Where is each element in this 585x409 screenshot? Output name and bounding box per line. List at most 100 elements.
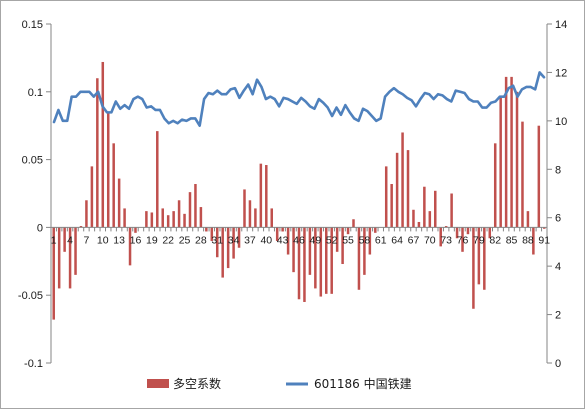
bar-11 xyxy=(106,112,110,228)
bar-14 xyxy=(123,208,126,228)
category-label: 55 xyxy=(342,234,354,246)
bar-65 xyxy=(401,132,404,228)
bar-27 xyxy=(194,184,197,228)
bar-73 xyxy=(444,226,448,228)
bar-47 xyxy=(303,227,306,302)
category-label: 40 xyxy=(260,234,272,246)
bar-70 xyxy=(428,211,432,228)
bar-62 xyxy=(384,166,388,228)
bar-21 xyxy=(161,208,164,228)
bar-13 xyxy=(117,178,121,228)
bar-16 xyxy=(134,227,137,233)
bar-9 xyxy=(96,78,99,228)
bar-54 xyxy=(341,227,344,265)
bar-33 xyxy=(226,227,230,269)
left-axis-tick-label: 0 xyxy=(37,222,43,234)
right-axis-tick-label: 14 xyxy=(555,19,567,31)
bar-81 xyxy=(488,227,492,239)
bar-2 xyxy=(57,227,61,289)
right-axis-tick-label: 2 xyxy=(555,310,561,322)
bar-68 xyxy=(417,221,421,228)
right-axis-tick-label: 12 xyxy=(555,67,567,79)
category-label: 13 xyxy=(113,234,125,246)
bar-90 xyxy=(537,125,541,228)
bar-83 xyxy=(499,95,502,228)
bar-53 xyxy=(335,227,339,252)
category-label: 46 xyxy=(293,234,305,246)
bar-52 xyxy=(330,227,333,294)
bar-34 xyxy=(232,227,235,259)
bar-42 xyxy=(275,227,279,241)
bar-41 xyxy=(270,208,273,228)
bar-89 xyxy=(532,227,535,255)
bar-71 xyxy=(434,190,437,228)
right-axis-tick-label: 6 xyxy=(555,213,561,225)
bar-3 xyxy=(63,227,66,252)
left-axis-tick-label: -0.1 xyxy=(24,358,43,370)
category-label: 25 xyxy=(179,234,191,246)
category-label: 10 xyxy=(97,234,109,246)
bar-77 xyxy=(466,227,470,235)
bar-12 xyxy=(112,143,115,228)
bar-25 xyxy=(183,213,186,228)
bar-58 xyxy=(363,227,366,275)
bar-86 xyxy=(515,91,519,228)
bar-67 xyxy=(412,209,415,228)
bar-6 xyxy=(79,226,83,228)
bar-31 xyxy=(215,227,219,258)
bar-23 xyxy=(172,211,175,228)
category-label: 1 xyxy=(51,234,57,246)
bar-28 xyxy=(199,207,203,228)
category-label: 88 xyxy=(522,234,534,246)
bar-63 xyxy=(390,184,393,228)
bar-7 xyxy=(85,200,88,228)
bar-57 xyxy=(357,227,361,290)
bar-22 xyxy=(166,215,170,228)
category-label: 22 xyxy=(162,234,174,246)
category-label: 19 xyxy=(146,234,158,246)
category-label: 61 xyxy=(375,234,387,246)
bar-56 xyxy=(352,219,355,228)
bar-44 xyxy=(286,227,290,255)
bar-38 xyxy=(254,208,257,228)
bar-79 xyxy=(477,227,481,285)
category-label: 49 xyxy=(310,234,322,246)
bar-87 xyxy=(521,121,524,228)
left-axis-tick-label: 0.05 xyxy=(22,155,43,167)
category-label: 43 xyxy=(277,234,289,246)
bar-50 xyxy=(319,227,323,297)
bar-69 xyxy=(423,186,426,228)
legend-label-bars: 多空系数 xyxy=(173,376,221,391)
right-axis-tick-label: 10 xyxy=(555,116,567,128)
bar-15 xyxy=(128,227,132,266)
bar-8 xyxy=(90,166,94,228)
category-label: 91 xyxy=(538,234,550,246)
category-label: 37 xyxy=(244,234,256,246)
category-label: 82 xyxy=(489,234,501,246)
bar-10 xyxy=(101,61,105,228)
bar-30 xyxy=(210,227,214,241)
bar-37 xyxy=(248,200,252,228)
category-label: 64 xyxy=(391,234,403,246)
bar-18 xyxy=(145,211,148,228)
bar-80 xyxy=(483,227,486,290)
bar-75 xyxy=(455,227,459,239)
bar-60 xyxy=(374,227,377,233)
category-label: 16 xyxy=(130,234,142,246)
legend-label-line: 601186 中国铁建 xyxy=(314,376,412,391)
bar-46 xyxy=(297,227,301,300)
bar-59 xyxy=(368,227,372,255)
bar-26 xyxy=(188,192,192,228)
bar-20 xyxy=(156,131,159,228)
bar-84 xyxy=(504,76,508,228)
bar-48 xyxy=(308,227,312,275)
legend-swatch-bars xyxy=(147,379,169,388)
category-label: 58 xyxy=(359,234,371,246)
bar-85 xyxy=(510,76,513,228)
category-label: 85 xyxy=(506,234,518,246)
bar-72 xyxy=(439,227,442,247)
bar-35 xyxy=(237,227,241,248)
bar-5 xyxy=(74,227,77,275)
